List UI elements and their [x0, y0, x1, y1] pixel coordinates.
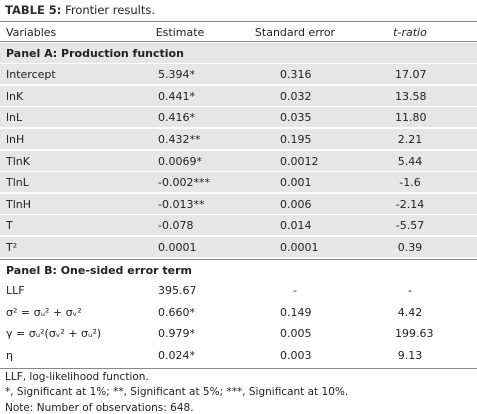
table-cell: 0.006 [280, 197, 312, 211]
table-cell: TlnK [6, 154, 30, 168]
table-cell: σ² = σᵤ² + σᵥ² [6, 305, 82, 319]
table-row: TlnL -0.002*** 0.001 -1.6 [0, 172, 477, 194]
table-cell: 0.441* [158, 89, 195, 103]
table-cell: 13.58 [395, 89, 427, 103]
table-row: γ = σᵤ²(σᵥ² + σᵤ²) 0.979* 0.005 199.63 [0, 323, 477, 345]
table-row: T -0.078 0.014 -5.57 [0, 215, 477, 237]
table-cell: 0.195 [280, 133, 312, 146]
table-cell: -0.013** [158, 197, 205, 211]
table-cell: lnK [6, 89, 24, 103]
table-cell: 0.035 [280, 111, 312, 125]
table-cell: γ = σᵤ²(σᵥ² + σᵤ²) [6, 327, 102, 341]
note: LLF, log-likelihood function. [5, 370, 149, 383]
header-cell: Standard error [254, 26, 336, 39]
table-cell: 0.0012 [280, 154, 319, 168]
header-cell: Estimate [155, 26, 205, 39]
table-row: lnK 0.441* 0.032 13.58 [0, 85, 477, 107]
table-cell: 17.07 [395, 68, 427, 82]
table-cell: 2.21 [397, 133, 423, 146]
table-cell: 0.014 [280, 219, 312, 233]
table-cell: 0.39 [397, 241, 423, 254]
panel-title-row: Panel A: Production function [0, 42, 477, 64]
table-title: TABLE 5: Frontier results. [5, 3, 155, 17]
header-cell: t-ratio [393, 26, 427, 39]
title-label: TABLE 5: [5, 3, 62, 17]
table-bottom-rule [0, 367, 477, 369]
table-cell: 199.63 [395, 327, 434, 341]
table-cell: - [293, 284, 297, 298]
table-cell: -1.6 [399, 176, 421, 190]
table-row: Intercept 5.394* 0.316 17.07 [0, 64, 477, 86]
table-cell: -2.14 [395, 197, 425, 211]
table-cell: 5.44 [397, 154, 423, 168]
table-cell: 0.005 [280, 327, 312, 341]
table-cell: 0.003 [280, 349, 312, 362]
panel-title-row: Panel B: One-sided error term [0, 258, 477, 280]
table-row: LLF 395.67 - - [0, 280, 477, 302]
table-cell: 0.416* [158, 111, 195, 125]
table-cell: 0.0069* [158, 154, 202, 168]
table-cell: lnH [6, 133, 25, 146]
table-cell: 395.67 [158, 284, 197, 298]
table-cell: TlnH [6, 197, 32, 211]
table-cell: Intercept [6, 68, 56, 82]
table-cell: 0.316 [280, 68, 312, 82]
table-cell: lnL [6, 111, 23, 125]
table-cell: 0.149 [280, 305, 312, 319]
panel-title: Panel B: One-sided error term [6, 263, 192, 277]
table-cell: 0.0001 [280, 241, 319, 254]
table-row: TlnK 0.0069* 0.0012 5.44 [0, 150, 477, 172]
table-row: lnH 0.432** 0.195 2.21 [0, 129, 477, 150]
table-cell: - [408, 284, 412, 298]
table-cell: 0.032 [280, 89, 312, 103]
table-cell: LLF [6, 284, 25, 298]
header-row: Variables Estimate Standard error t-ratio [0, 21, 477, 42]
table-row: T² 0.0001 0.0001 0.39 [0, 237, 477, 258]
table-row: σ² = σᵤ² + σᵥ² 0.660* 0.149 4.42 [0, 302, 477, 323]
table-cell: 9.13 [397, 349, 423, 362]
table-row: lnL 0.416* 0.035 11.80 [0, 107, 477, 129]
table-cell: 0.660* [158, 305, 195, 319]
table-cell: T² [6, 241, 18, 254]
table-row: η 0.024* 0.003 9.13 [0, 345, 477, 366]
table-cell: T [6, 219, 13, 233]
table-cell: 0.432** [158, 133, 201, 146]
header-cell: Variables [6, 26, 57, 39]
table-cell: 0.0001 [158, 241, 197, 254]
table-cell: -5.57 [395, 219, 425, 233]
table-cell: 5.394* [158, 68, 195, 82]
table-cell: 4.42 [397, 305, 423, 319]
title-text: Frontier results. [65, 3, 155, 17]
table-cell: 11.80 [395, 111, 427, 125]
table-cell: 0.024* [158, 349, 195, 362]
table-cell: 0.001 [280, 176, 312, 190]
table-row: TlnH -0.013** 0.006 -2.14 [0, 193, 477, 215]
panel-title: Panel A: Production function [6, 46, 184, 60]
table-cell: -0.078 [158, 219, 194, 233]
note: *, Significant at 1%; **, Significant at… [5, 386, 349, 399]
table-cell: TlnL [6, 176, 29, 190]
table-cell: -0.002*** [158, 176, 210, 190]
table-cell: η [6, 349, 13, 362]
table-cell: 0.979* [158, 327, 195, 341]
note: Note: Number of observations: 648. [5, 401, 194, 414]
